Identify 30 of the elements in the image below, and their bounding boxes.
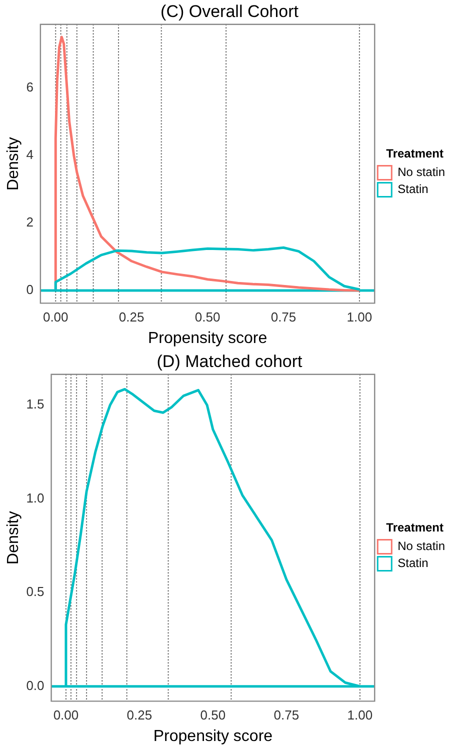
legend-label: No statin bbox=[398, 539, 446, 554]
x-tick-label: 0.25 bbox=[118, 310, 144, 325]
y-axis-title: Density bbox=[5, 511, 22, 564]
y-tick-label: 1.0 bbox=[26, 490, 44, 506]
y-tick-label: 1.5 bbox=[26, 396, 44, 412]
y-tick-label: 0.0 bbox=[26, 678, 44, 693]
legend-label: No statin bbox=[398, 165, 446, 180]
chart-title: (D) Matched cohort bbox=[156, 352, 303, 371]
y-axis-title: Density bbox=[5, 137, 22, 190]
x-tick-label: 1.00 bbox=[346, 310, 372, 325]
chart-title: (C) Overall Cohort bbox=[160, 2, 299, 21]
x-tick-label: 0.75 bbox=[270, 310, 296, 325]
x-tick-label: 0.75 bbox=[274, 708, 300, 723]
legend-label: Statin bbox=[398, 182, 428, 196]
y-tick-label: 4 bbox=[26, 146, 34, 162]
x-axis-title: Propensity score bbox=[148, 330, 268, 347]
legend-title: Treatment bbox=[386, 520, 444, 535]
x-tick-label: 1.00 bbox=[347, 708, 373, 723]
x-tick-label: 0.25 bbox=[126, 708, 152, 723]
x-tick-label: 0.00 bbox=[42, 310, 68, 325]
x-tick-label: 0.00 bbox=[53, 708, 79, 723]
y-tick-label: 6 bbox=[26, 79, 34, 94]
legend-label: Statin bbox=[398, 556, 428, 570]
legend-title: Treatment bbox=[386, 146, 444, 161]
y-tick-label: 2 bbox=[26, 214, 34, 230]
x-tick-label: 0.50 bbox=[194, 310, 220, 325]
x-axis-title: Propensity score bbox=[153, 728, 273, 745]
x-tick-label: 0.50 bbox=[200, 708, 226, 723]
y-tick-label: 0.5 bbox=[26, 584, 44, 600]
y-tick-label: 0 bbox=[26, 282, 34, 298]
